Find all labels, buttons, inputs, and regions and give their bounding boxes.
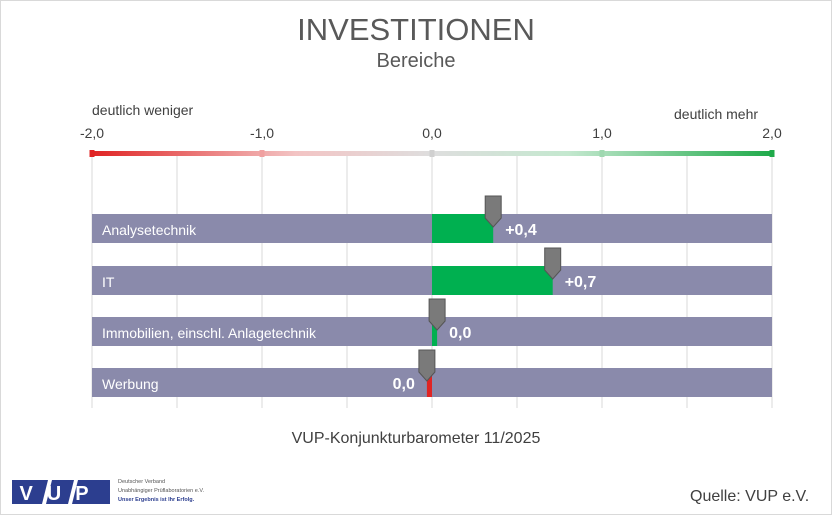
value-marker <box>418 349 436 382</box>
value-marker <box>428 298 446 331</box>
x-tick-label: 2,0 <box>762 125 782 141</box>
value-bar <box>432 266 553 295</box>
data-label: +0,7 <box>565 274 597 291</box>
chart-title: INVESTITIONEN <box>297 12 535 47</box>
scale-tick-marker <box>429 150 435 157</box>
scale-tick-marker <box>89 150 95 157</box>
x-tick-label: 0,0 <box>422 125 442 141</box>
value-bar <box>426 368 432 397</box>
logo-line-1: Deutscher Verband <box>118 479 165 485</box>
value-bar <box>432 317 438 346</box>
scale-tick-marker <box>259 150 265 157</box>
vup-logo: VUP Deutscher Verband Unabhängiger Prüfl… <box>12 479 204 505</box>
logo-letters: VUP <box>19 483 102 505</box>
value-bar <box>432 214 494 243</box>
data-label: 0,0 <box>393 376 415 393</box>
value-marker <box>484 195 502 228</box>
logo-line-3: Unser Ergebnis ist Ihr Erfolg. <box>118 497 195 503</box>
logo-line-2: Unabhängiger Prüflaboratorien e.V. <box>118 488 204 494</box>
category-label: IT <box>102 274 115 290</box>
category-label: Immobilien, einschl. Anlagetechnik <box>102 325 317 341</box>
chart-footer: VUP-Konjunkturbarometer 11/2025 <box>291 430 541 447</box>
category-label: Werbung <box>102 376 159 392</box>
data-label: 0,0 <box>449 325 471 342</box>
value-marker <box>544 247 562 280</box>
x-tick-label: 1,0 <box>592 125 612 141</box>
category-label: Analysetechnik <box>102 222 197 238</box>
axis-label-more: deutlich mehr <box>674 106 759 122</box>
data-label: +0,4 <box>505 222 537 239</box>
axis-label-less: deutlich weniger <box>92 102 194 118</box>
scale-tick-marker <box>769 150 775 157</box>
x-tick-label: -2,0 <box>80 125 104 141</box>
scale-tick-marker <box>599 150 605 157</box>
x-tick-label: -1,0 <box>250 125 274 141</box>
source-note: Quelle: VUP e.V. <box>690 488 810 505</box>
chart-subtitle: Bereiche <box>376 50 456 72</box>
